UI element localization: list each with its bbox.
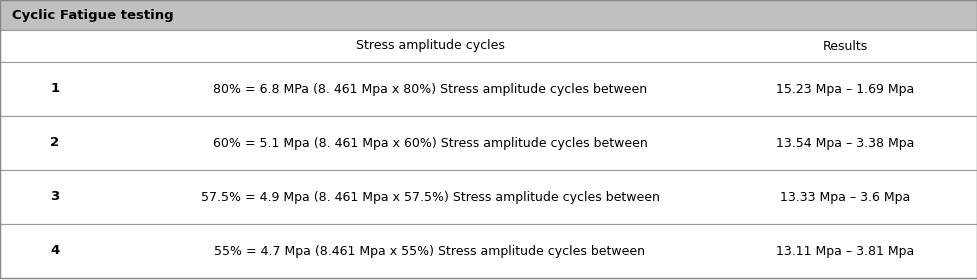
Text: 55% = 4.7 Mpa (8.461 Mpa x 55%) Stress amplitude cycles between: 55% = 4.7 Mpa (8.461 Mpa x 55%) Stress a… (215, 244, 646, 258)
Text: 13.33 Mpa – 3.6 Mpa: 13.33 Mpa – 3.6 Mpa (780, 190, 911, 204)
Text: 3: 3 (51, 190, 60, 204)
Bar (0, 0, 977, 30)
Text: 80% = 6.8 MPa (8. 461 Mpa x 80%) Stress amplitude cycles between: 80% = 6.8 MPa (8. 461 Mpa x 80%) Stress … (213, 83, 647, 95)
Text: 13.11 Mpa – 3.81 Mpa: 13.11 Mpa – 3.81 Mpa (776, 244, 914, 258)
Text: 4: 4 (51, 244, 60, 258)
Bar (0, 170, 977, 224)
Text: 2: 2 (51, 137, 60, 150)
Text: Cyclic Fatigue testing: Cyclic Fatigue testing (12, 8, 174, 22)
Bar (0, 30, 977, 62)
Bar (0, 224, 977, 278)
Text: 1: 1 (51, 83, 60, 95)
Text: 13.54 Mpa – 3.38 Mpa: 13.54 Mpa – 3.38 Mpa (776, 137, 914, 150)
Text: Stress amplitude cycles: Stress amplitude cycles (356, 39, 504, 53)
Bar (0, 62, 977, 116)
Bar (0, 116, 977, 170)
Text: 60% = 5.1 Mpa (8. 461 Mpa x 60%) Stress amplitude cycles between: 60% = 5.1 Mpa (8. 461 Mpa x 60%) Stress … (213, 137, 648, 150)
Text: 15.23 Mpa – 1.69 Mpa: 15.23 Mpa – 1.69 Mpa (776, 83, 914, 95)
Text: 57.5% = 4.9 Mpa (8. 461 Mpa x 57.5%) Stress amplitude cycles between: 57.5% = 4.9 Mpa (8. 461 Mpa x 57.5%) Str… (200, 190, 659, 204)
Text: Results: Results (823, 39, 868, 53)
